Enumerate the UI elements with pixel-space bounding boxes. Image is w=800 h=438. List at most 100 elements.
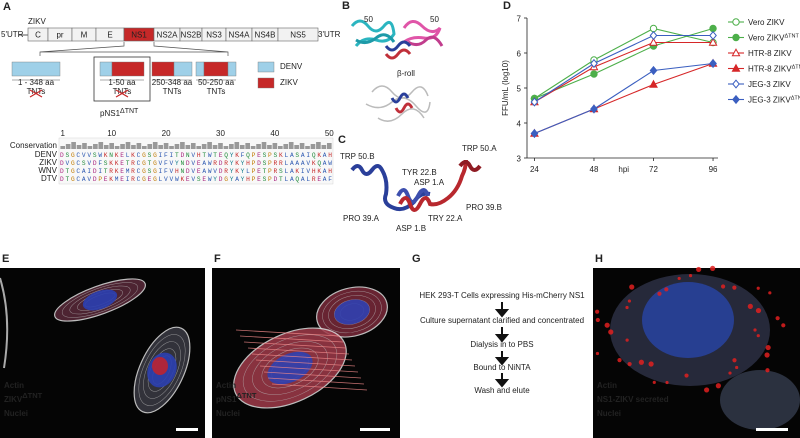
residue: P [268, 152, 272, 159]
residue: L [246, 168, 250, 175]
label: NS1-ZIKV secreted [597, 395, 669, 404]
residue: D [60, 176, 64, 183]
conservation-bar [76, 145, 82, 149]
conservation-bar [125, 142, 131, 149]
residue: K [317, 152, 321, 159]
legend-superscript: ΔTNT [792, 65, 800, 71]
residue: D [186, 168, 190, 175]
genome-label: ZIKV [28, 17, 46, 26]
legend-text: JEG-3 ZIKV [748, 80, 791, 89]
residue: L [284, 152, 288, 159]
conservation-bar [250, 146, 256, 149]
legend-label: DENV [280, 62, 303, 71]
residue: T [213, 152, 217, 159]
residue: S [65, 152, 69, 159]
secreted-ns1 [665, 380, 669, 385]
secreted-ns1 [755, 307, 762, 314]
legend-text: Vero ZIKV [748, 18, 785, 27]
residue: W [208, 176, 212, 183]
label: pNS1ΔTNT [100, 108, 139, 119]
residue: N [180, 160, 184, 167]
residue: C [76, 176, 80, 183]
nucleus [334, 299, 370, 325]
residue: Y [213, 176, 217, 183]
residue: M [115, 176, 119, 183]
residue: K [317, 168, 321, 175]
residue: S [104, 160, 108, 167]
residue: D [60, 168, 64, 175]
actin-fiber [235, 329, 341, 337]
construct-segment [173, 61, 193, 77]
secreted-ns1 [677, 276, 681, 281]
position-label: 30 [216, 129, 225, 138]
residue: G [142, 168, 146, 175]
protein-structure [350, 19, 444, 122]
conservation-bar [174, 144, 180, 149]
marker [709, 58, 717, 69]
series-line [534, 62, 714, 135]
legend-text: JEG-3 ZIKV [748, 96, 791, 105]
actin-fiber [243, 341, 347, 349]
secreted-ns1 [765, 368, 770, 373]
residue: K [115, 168, 119, 175]
residue: D [274, 176, 278, 183]
segment-label: NS4B [255, 31, 276, 40]
residue: F [328, 176, 332, 183]
residue: K [104, 152, 108, 159]
residue: S [197, 176, 201, 183]
residue: G [153, 176, 157, 183]
residue: S [263, 176, 267, 183]
secreted-ns1 [595, 309, 600, 314]
conservation-bar [283, 144, 289, 149]
secreted-ns1 [595, 351, 600, 356]
residue: A [82, 168, 86, 175]
conservation-bar [114, 146, 120, 149]
conservation-bar [261, 142, 267, 149]
conservation-bar [163, 143, 169, 149]
position-label: 50 [325, 129, 334, 138]
conservation-bar [180, 142, 185, 149]
actin-fiber [255, 359, 356, 367]
conservation-bar [245, 143, 250, 149]
residue: P [252, 168, 256, 175]
conservation-bar [310, 144, 316, 149]
residue: E [120, 160, 124, 167]
residue: N [109, 152, 113, 159]
position-label: 1 [60, 129, 65, 138]
construct-segment [111, 61, 145, 77]
legend-marker [731, 63, 741, 72]
residue: C [137, 168, 141, 175]
label: ZIKVΔTNT [4, 391, 43, 405]
x-tick-label: 96 [709, 165, 718, 174]
residue: W [208, 152, 212, 159]
y-axis-label: FFU/mL (log10) [501, 60, 510, 116]
residue: T [104, 168, 108, 175]
residue: T [263, 168, 267, 175]
residue: D [257, 160, 261, 167]
residue-label: PRO 39.B [466, 203, 502, 212]
residue: W [98, 152, 102, 159]
residue: H [246, 160, 250, 167]
residue: G [142, 152, 146, 159]
conservation-bar [229, 144, 234, 149]
construct-tnt: TNTs [113, 87, 132, 96]
residue: K [312, 160, 316, 167]
residue: K [115, 152, 119, 159]
residue: F [164, 160, 168, 167]
panel-letter: H [595, 253, 603, 265]
actin-fiber [247, 347, 350, 355]
label-text: Nuclei [216, 409, 240, 418]
secreted-ns1 [768, 291, 772, 295]
residue: V [164, 176, 168, 183]
tnt-cross [29, 89, 43, 98]
residue: F [241, 152, 245, 159]
residue: V [65, 160, 69, 167]
actin-fiber [328, 295, 376, 329]
marker [649, 79, 658, 88]
secreted-ns1 [648, 361, 654, 367]
residue: A [323, 152, 327, 159]
marker [530, 97, 539, 107]
residue: A [323, 160, 327, 167]
